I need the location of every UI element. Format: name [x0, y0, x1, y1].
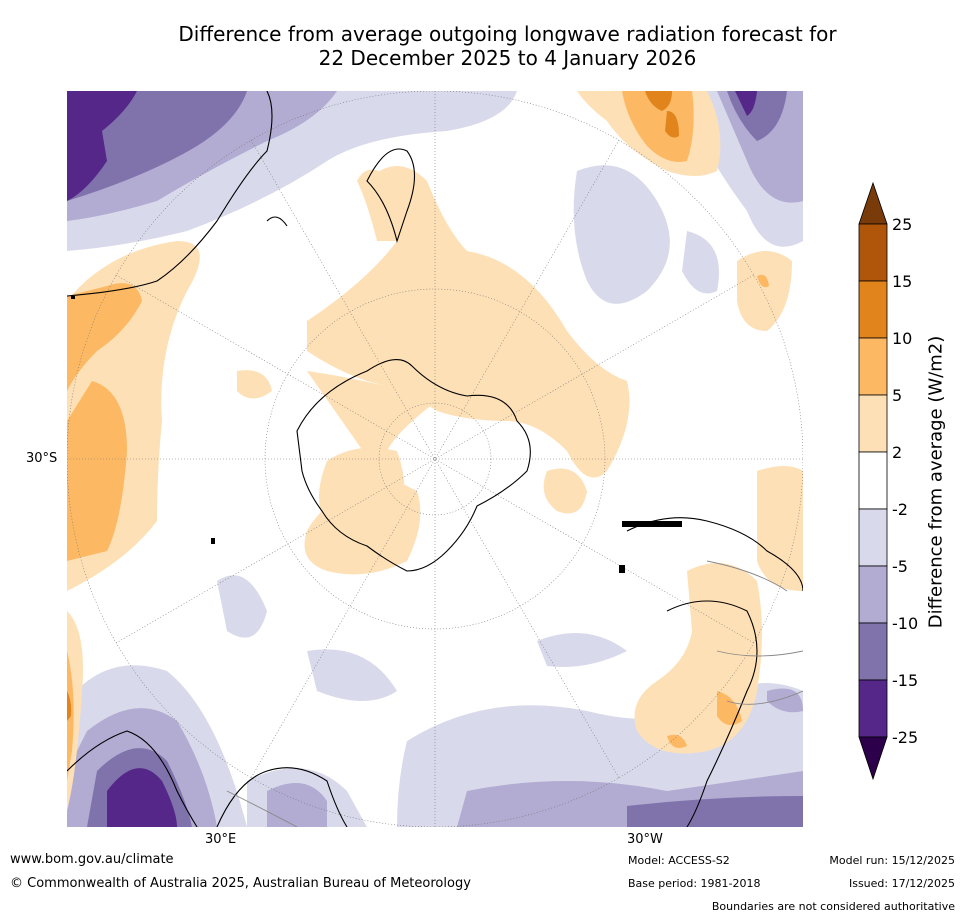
colorbar-band-5-10: [858, 337, 888, 396]
footer-model: Model: ACCESS-S2: [628, 854, 730, 867]
lat-label-30s: 30°S: [26, 451, 58, 466]
map-graticule: [67, 91, 803, 827]
colorbar: [858, 181, 888, 781]
colorbar-title: Difference from average (W/m2): [925, 335, 947, 629]
colorbar-band-2-5: [858, 394, 888, 453]
colorbar-tick: 10: [892, 329, 913, 348]
country-boundaries: [226, 560, 803, 827]
colorbar-tick: 2: [892, 443, 903, 462]
colorbar-segments: [858, 181, 888, 781]
colorbar-tick: -10: [892, 614, 919, 633]
colorbar-over-arrow: [858, 181, 888, 225]
polar-map: [67, 91, 803, 827]
colorbar-under-arrow: [858, 736, 888, 781]
map-title-line-1: Difference from average outgoing longwav…: [178, 22, 837, 46]
footer-issued: Issued: 17/12/2025: [848, 877, 955, 890]
lon-label-30w: 30°W: [627, 832, 663, 847]
colorbar-tick: 25: [892, 215, 913, 234]
colorbar-band-n15-25: [858, 679, 888, 738]
colorbar-band-n10-15: [858, 622, 888, 681]
colorbar-tick: -5: [892, 557, 908, 576]
coastlines: [67, 91, 803, 827]
colorbar-tick: -2: [892, 500, 908, 519]
colorbar-band-10-15: [858, 280, 888, 339]
colorbar-tick: 5: [892, 386, 903, 405]
colorbar-tick: -25: [892, 728, 919, 747]
colorbar-band-15-25: [858, 223, 888, 282]
black-land-specks: [71, 296, 682, 573]
footer-model-run: Model run: 15/12/2025: [829, 854, 955, 867]
colorbar-band-n2-5: [858, 508, 888, 567]
negative-anomaly-regions: [67, 91, 803, 827]
footer-base-period: Base period: 1981-2018: [628, 877, 761, 890]
colorbar-tick: 15: [892, 272, 913, 291]
positive-anomaly-regions: [67, 91, 803, 811]
footer-copyright: © Commonwealth of Australia 2025, Austra…: [10, 876, 471, 891]
map-title-line-2: 22 December 2025 to 4 January 2026: [318, 46, 697, 70]
colorbar-band-n5-10: [858, 565, 888, 624]
footer-disclaimer: Boundaries are not considered authoritat…: [711, 900, 955, 913]
colorbar-band-neutral: [858, 451, 888, 510]
footer-website[interactable]: www.bom.gov.au/climate: [10, 852, 174, 867]
colorbar-tick: -15: [892, 671, 919, 690]
lon-label-30e: 30°E: [205, 832, 237, 847]
